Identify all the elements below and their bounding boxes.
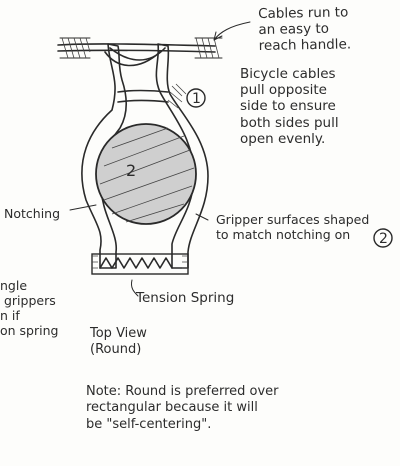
- note-gripper-surfaces: Gripper surfaces shaped to match notchin…: [216, 212, 370, 242]
- part-2-ref-marker: 2: [373, 228, 393, 248]
- gripper-surface-pointer: [195, 213, 209, 221]
- spring-pointer: [131, 279, 139, 297]
- note-bicycle-cables: Bicycle cables pull opposite side to ens…: [240, 66, 339, 147]
- note-left-cut: ngle grippers n if on spring: [0, 278, 59, 338]
- cable-note-arrow: [213, 21, 251, 41]
- note-round-preferred: Note: Round is preferred over rectangula…: [86, 384, 279, 432]
- left-cable-housing: [59, 37, 91, 59]
- part-2-label: 2: [126, 161, 136, 180]
- note-cables-handle: Cables run to an easy to reach handle.: [258, 4, 352, 55]
- note-notching: Notching: [4, 206, 61, 221]
- pivot-band: [117, 83, 187, 109]
- tension-spring: [91, 253, 189, 275]
- part-1-marker: 1: [186, 88, 206, 108]
- notching-pointer: [69, 204, 97, 211]
- right-cable-housing: [194, 37, 223, 59]
- part-1-label: 1: [192, 91, 201, 107]
- part-2-ref-label: 2: [379, 231, 388, 247]
- note-tension-spring: Tension Spring: [136, 290, 235, 306]
- top-cable: [57, 43, 216, 53]
- cable-cross: [104, 47, 166, 67]
- note-top-view: Top View (Round): [90, 326, 147, 357]
- round-part: [95, 123, 197, 225]
- left-gripper-arm: [81, 43, 128, 269]
- round-part-shading: [99, 127, 195, 223]
